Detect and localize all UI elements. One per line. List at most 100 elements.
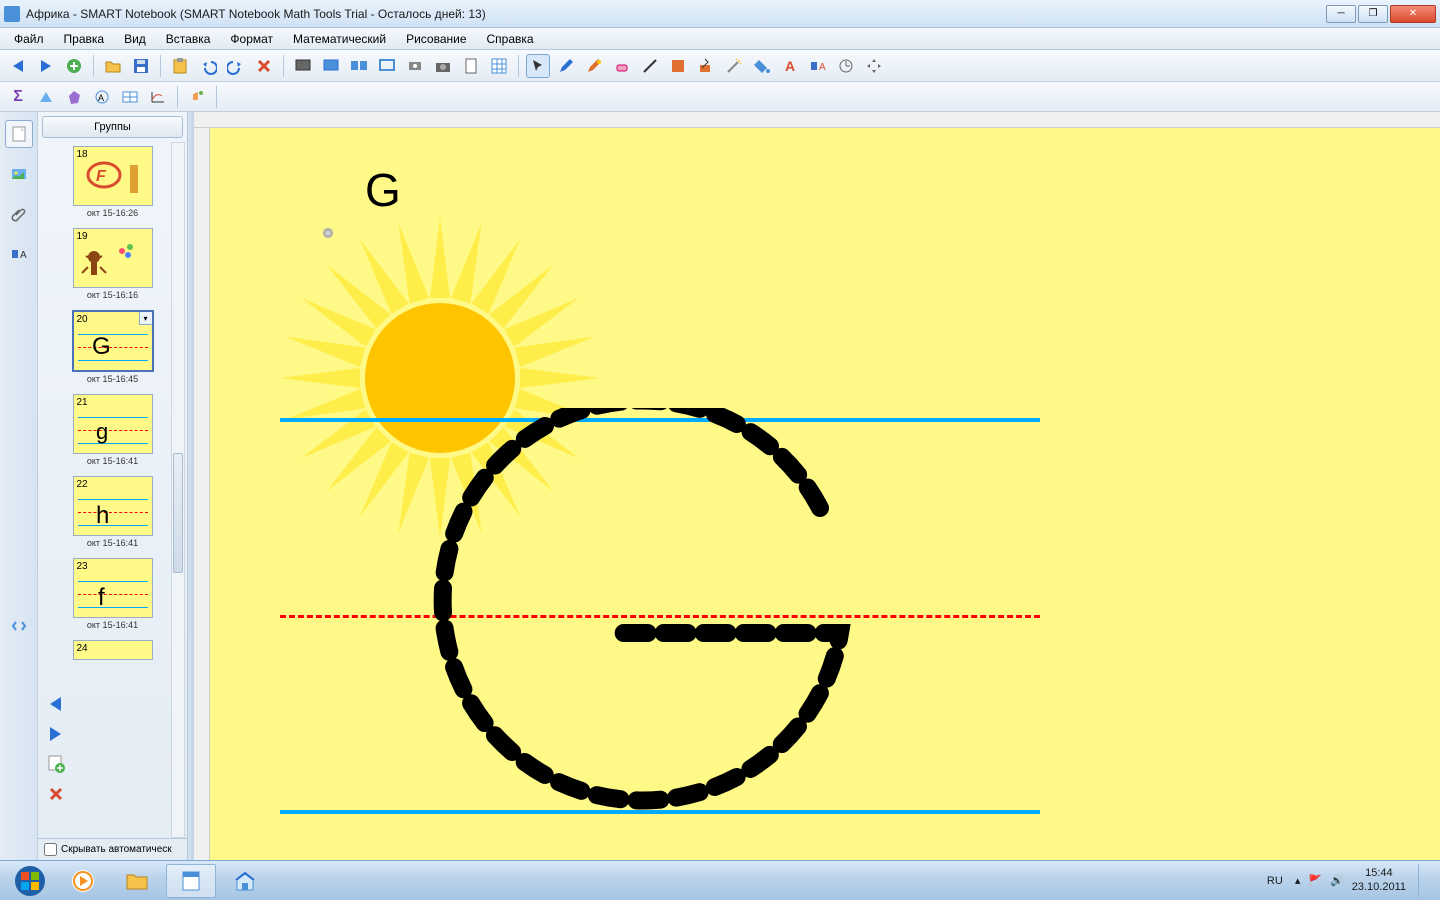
creative-pen-tool[interactable] bbox=[582, 54, 606, 78]
shape-recognition-button[interactable] bbox=[34, 85, 58, 109]
graph-button[interactable] bbox=[146, 85, 170, 109]
menu-edit[interactable]: Правка bbox=[56, 30, 113, 48]
taskbar-explorer[interactable] bbox=[112, 864, 162, 898]
pen-tool[interactable] bbox=[554, 54, 578, 78]
camera-button[interactable] bbox=[431, 54, 455, 78]
menu-math[interactable]: Математический bbox=[285, 30, 394, 48]
collapse-sidebar-button[interactable] bbox=[5, 612, 33, 640]
menu-format[interactable]: Формат bbox=[222, 30, 281, 48]
delete-button[interactable] bbox=[252, 54, 276, 78]
toolbar-primary: A A bbox=[0, 50, 1440, 82]
page-sorter-tab[interactable] bbox=[5, 120, 33, 148]
back-button[interactable] bbox=[6, 54, 30, 78]
slide-thumb[interactable]: 19 окт 15-16:16 bbox=[46, 228, 179, 300]
canvas-area: G bbox=[194, 112, 1440, 860]
dual-page-button[interactable] bbox=[347, 54, 371, 78]
regular-polygon-button[interactable]: A bbox=[90, 85, 114, 109]
separator-icon bbox=[177, 86, 178, 108]
slides-scrollbar-thumb[interactable] bbox=[173, 453, 183, 573]
open-button[interactable] bbox=[101, 54, 125, 78]
taskbar-app[interactable] bbox=[220, 864, 270, 898]
irregular-polygon-button[interactable] bbox=[62, 85, 86, 109]
text-tool[interactable]: A bbox=[778, 54, 802, 78]
undo-button[interactable] bbox=[196, 54, 220, 78]
slide-timestamp: окт 15-16:16 bbox=[46, 290, 179, 300]
transparent-bg-button[interactable] bbox=[375, 54, 399, 78]
line-tool[interactable] bbox=[638, 54, 662, 78]
launch-button[interactable] bbox=[185, 85, 209, 109]
slide-thumb[interactable]: 22 h окт 15-16:41 bbox=[46, 476, 179, 548]
separator-icon bbox=[283, 55, 284, 77]
svg-text:F: F bbox=[96, 168, 107, 185]
minimize-button[interactable]: ─ bbox=[1326, 5, 1356, 23]
autohide-checkbox[interactable] bbox=[44, 843, 57, 856]
menu-view[interactable]: Вид bbox=[116, 30, 154, 48]
menu-draw[interactable]: Рисование bbox=[398, 30, 474, 48]
add-page-button[interactable] bbox=[62, 54, 86, 78]
measurement-tool[interactable] bbox=[834, 54, 858, 78]
start-button[interactable] bbox=[6, 863, 54, 899]
properties-tab[interactable]: A bbox=[5, 240, 33, 268]
app-icon bbox=[4, 6, 20, 22]
taskbar-smart-notebook[interactable] bbox=[166, 864, 216, 898]
slide-thumb[interactable]: 21 g окт 15-16:41 bbox=[46, 394, 179, 466]
properties-button[interactable]: A bbox=[806, 54, 830, 78]
redo-button[interactable] bbox=[224, 54, 248, 78]
groups-button[interactable]: Группы bbox=[42, 116, 183, 138]
save-button[interactable] bbox=[129, 54, 153, 78]
system-tray: RU ▴ 🚩 🔊 15:44 23.10.2011 bbox=[1263, 864, 1434, 898]
maximize-button[interactable]: ❐ bbox=[1358, 5, 1388, 23]
gallery-tab[interactable] bbox=[5, 160, 33, 188]
move-toolbar-button[interactable] bbox=[862, 54, 886, 78]
eraser-tool[interactable] bbox=[610, 54, 634, 78]
paste-button[interactable] bbox=[168, 54, 192, 78]
horizontal-ruler bbox=[194, 112, 1440, 128]
slide-thumb[interactable]: 18 F окт 15-16:26 bbox=[46, 146, 179, 218]
tray-flag-icon[interactable]: 🚩 bbox=[1308, 874, 1322, 887]
attachments-tab[interactable] bbox=[5, 200, 33, 228]
fill-tool[interactable] bbox=[750, 54, 774, 78]
table-button[interactable] bbox=[487, 54, 511, 78]
svg-text:G: G bbox=[92, 333, 111, 360]
slide-thumb[interactable]: 23 f окт 15-16:41 bbox=[46, 558, 179, 630]
screen-shade-button[interactable] bbox=[291, 54, 315, 78]
tray-clock[interactable]: 15:44 23.10.2011 bbox=[1352, 867, 1406, 893]
fullscreen-button[interactable] bbox=[319, 54, 343, 78]
tray-volume-icon[interactable]: 🔊 bbox=[1330, 874, 1344, 887]
slide-timestamp: окт 15-16:41 bbox=[46, 538, 179, 548]
menu-help[interactable]: Справка bbox=[479, 30, 542, 48]
slide-timestamp: окт 15-16:45 bbox=[46, 374, 179, 384]
menu-file[interactable]: Файл bbox=[6, 30, 52, 48]
audio-marker-icon bbox=[323, 228, 333, 238]
prev-page-nav-button[interactable] bbox=[44, 692, 68, 716]
slide-thumb[interactable]: 20 ▾ G окт 15-16:45 bbox=[46, 310, 179, 384]
magic-pen-tool[interactable] bbox=[722, 54, 746, 78]
menu-insert[interactable]: Вставка bbox=[158, 30, 219, 48]
select-tool[interactable] bbox=[526, 54, 550, 78]
tray-show-hidden-icon[interactable]: ▴ bbox=[1295, 874, 1301, 887]
dashed-letter-g bbox=[420, 408, 920, 838]
taskbar-media-player[interactable] bbox=[58, 864, 108, 898]
doc-camera-button[interactable] bbox=[459, 54, 483, 78]
slide-timestamp: окт 15-16:26 bbox=[46, 208, 179, 218]
graph-table-button[interactable] bbox=[118, 85, 142, 109]
separator-icon bbox=[93, 55, 94, 77]
delete-page-nav-button[interactable] bbox=[44, 782, 68, 806]
taskbar: RU ▴ 🚩 🔊 15:44 23.10.2011 bbox=[0, 860, 1440, 900]
show-desktop-button[interactable] bbox=[1418, 864, 1426, 898]
close-button[interactable]: ✕ bbox=[1390, 5, 1436, 23]
shape-tool[interactable] bbox=[666, 54, 690, 78]
screen-capture-button[interactable] bbox=[403, 54, 427, 78]
svg-text:g: g bbox=[96, 419, 108, 444]
slide-thumb[interactable]: 24 bbox=[46, 640, 179, 660]
forward-button[interactable] bbox=[34, 54, 58, 78]
language-indicator[interactable]: RU bbox=[1263, 873, 1287, 889]
add-page-nav-button[interactable] bbox=[44, 752, 68, 776]
sigma-button[interactable]: Σ bbox=[6, 85, 30, 109]
menubar: Файл Правка Вид Вставка Формат Математич… bbox=[0, 28, 1440, 50]
vertical-ruler bbox=[194, 128, 210, 860]
next-page-nav-button[interactable] bbox=[44, 722, 68, 746]
canvas[interactable]: G bbox=[210, 128, 1440, 860]
slides-scrollbar[interactable] bbox=[171, 142, 185, 838]
shape-pen-tool[interactable] bbox=[694, 54, 718, 78]
